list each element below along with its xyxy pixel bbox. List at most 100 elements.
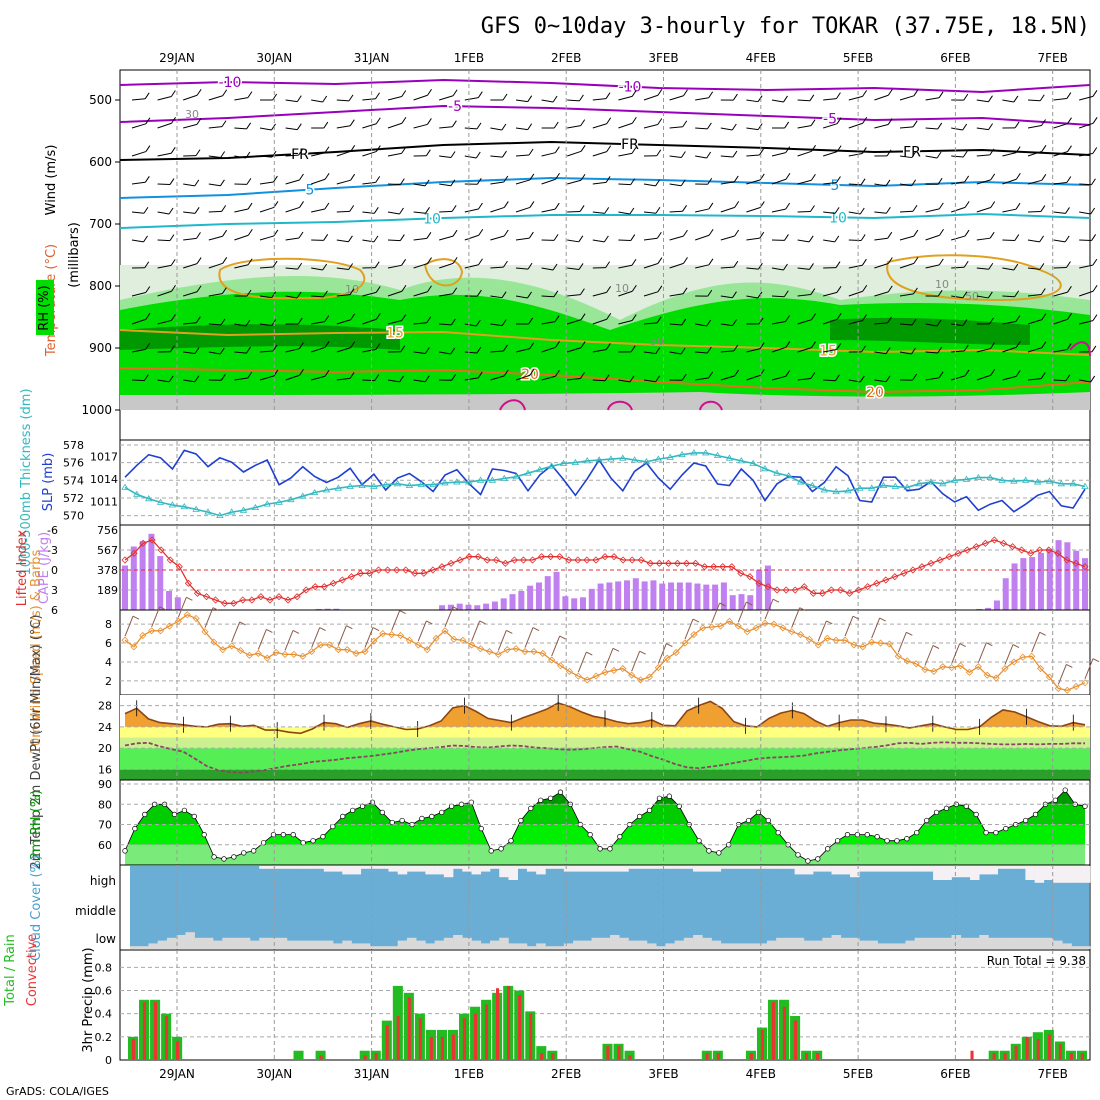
wind-barb-flag: [170, 147, 176, 154]
rh-marker: [498, 846, 504, 852]
wind-barb: [336, 294, 351, 297]
low-cloud-bar: [831, 935, 842, 949]
isotherm-label: 20: [866, 385, 884, 401]
wind-barb-flag: [1041, 313, 1047, 320]
isotherm-label: 15: [386, 325, 404, 341]
wind-barb-flag: [885, 347, 891, 354]
rh-marker: [528, 805, 534, 811]
bottom-date-label: 7FEB: [1038, 1067, 1068, 1081]
wind-speed-marker: [921, 665, 929, 674]
wind-barb-flag: [785, 202, 791, 210]
wind-barb: [592, 379, 606, 382]
wind-barb: [259, 266, 274, 269]
high-cloud-bar: [960, 866, 971, 878]
cape-bar: [465, 604, 472, 610]
precip-convective-bar: [396, 1016, 400, 1060]
temp-tick-label: 20: [98, 742, 112, 755]
wind-barb-flag: [732, 93, 738, 101]
low-cloud-bar: [702, 937, 712, 949]
wind-barb: [823, 123, 838, 129]
isotherm-label: -5: [823, 111, 837, 127]
wind-barb: [720, 206, 735, 213]
surface-wind-barb: [791, 607, 801, 628]
wind-barb: [1027, 294, 1042, 297]
rh-marker: [617, 834, 623, 840]
wind-barb-flag: [785, 315, 790, 322]
low-cloud-bar: [886, 943, 897, 949]
thickness-marker: [796, 478, 805, 485]
wind-speed-marker: [308, 647, 316, 656]
wind-barb-flag: [809, 263, 814, 270]
wind-barb-flag: [990, 342, 995, 349]
wind-speed-marker: [201, 628, 209, 636]
high-cloud-bar: [766, 866, 777, 869]
wind-barb-flag: [170, 259, 176, 266]
precip-convective-bar: [771, 1002, 775, 1060]
thickness-marker: [654, 455, 663, 462]
high-cloud-bar: [397, 866, 408, 875]
wind-barb: [1053, 318, 1068, 325]
cape-bar: [447, 604, 454, 610]
thickness-marker: [619, 454, 627, 461]
wind-barb-flag: [144, 261, 150, 269]
wind-barb-flag: [681, 318, 687, 326]
rh-marker: [607, 846, 613, 852]
wind-speed-marker: [272, 648, 280, 657]
wind-barb: [311, 295, 324, 298]
cape-bar: [139, 541, 146, 610]
rh-marker: [201, 831, 207, 838]
thickness-marker: [844, 487, 852, 494]
surface-wind-barb-flag: [186, 596, 193, 601]
wind-barb: [567, 377, 581, 381]
wind-barb-flag: [478, 202, 483, 210]
wind-barb-flag: [527, 262, 533, 270]
wind-barb-flag: [603, 235, 609, 243]
wind-barb-flag: [451, 205, 457, 212]
precip-convective-bar: [1025, 1036, 1029, 1060]
precip-convective-bar: [462, 1018, 466, 1060]
rh-marker: [706, 848, 712, 854]
lifted-index-marker: [637, 556, 645, 564]
cape-tick-label: 756: [97, 524, 118, 537]
wind-barb: [874, 211, 887, 214]
wind-barb-flag: [606, 117, 612, 125]
surface-wind-barb-flag: [452, 606, 460, 611]
wind-barb: [567, 179, 582, 185]
wind-barb: [387, 379, 400, 383]
wind-barb-flag: [783, 263, 788, 271]
surface-wind-barb-flag: [506, 629, 513, 634]
wind-barb-flag: [912, 120, 918, 128]
surface-wind-barb-flag: [932, 645, 940, 649]
wind-barb: [131, 239, 144, 243]
low-cloud-bar: [656, 946, 666, 949]
lifted-index-marker: [664, 559, 672, 567]
low-cloud-bar: [480, 943, 491, 949]
lifted-tick-label: -6: [47, 524, 58, 537]
wind-barb-flag: [706, 319, 712, 327]
wind-barb-flag: [194, 207, 200, 214]
wind-barb-flag: [503, 344, 508, 352]
precip-convective-bar: [992, 1053, 996, 1060]
wind-barb: [259, 375, 275, 381]
wind-barb-flag: [477, 91, 483, 98]
wind-speed-marker: [148, 627, 156, 635]
lifted-index-marker: [800, 583, 808, 591]
slp-tick-label: 1011: [90, 495, 118, 508]
wind-barb-flag: [887, 231, 893, 239]
high-cloud-bar: [702, 866, 712, 872]
wind-barb: [720, 323, 733, 327]
rh-marker: [983, 829, 989, 836]
wind-tick-label: 4: [105, 656, 112, 669]
top-date-label: 3FEB: [648, 51, 678, 65]
low-cloud-bar: [591, 937, 602, 949]
wind-barb-flag: [271, 319, 277, 326]
wind-barb: [234, 155, 246, 159]
low-cloud-bar: [360, 943, 371, 949]
thickness-marker: [927, 478, 935, 485]
wind-barb: [336, 210, 350, 213]
wind-barb: [925, 234, 940, 241]
wind-barb: [771, 152, 786, 157]
rh-marker: [656, 795, 663, 801]
lifted-index-marker: [918, 563, 926, 571]
wind-barb: [823, 151, 838, 157]
